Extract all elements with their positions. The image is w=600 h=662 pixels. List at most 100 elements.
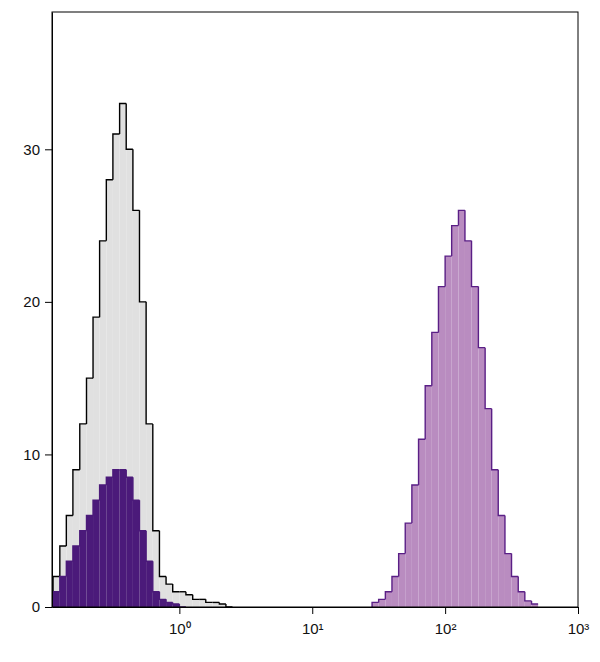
histogram-outline (93, 500, 100, 515)
histogram-bar (113, 134, 120, 607)
histogram-outline (193, 595, 199, 600)
histogram-bar (452, 226, 459, 607)
histogram-bar (179, 592, 186, 607)
histogram-bar (66, 561, 73, 607)
histogram-outline (525, 592, 532, 601)
histogram-bar (432, 332, 439, 607)
histogram-bar (512, 576, 519, 607)
histogram-bar (498, 515, 505, 607)
histogram-outline (173, 602, 180, 604)
histogram-outline (66, 561, 73, 576)
histogram-bar (445, 256, 452, 607)
histogram-bar (80, 424, 87, 607)
histogram-bar (73, 470, 80, 607)
plot-marks (53, 104, 538, 607)
x-axis-line (53, 607, 579, 608)
histogram-bar (146, 424, 153, 607)
y-tick: 30 (23, 141, 52, 158)
histogram-outline (498, 470, 505, 516)
histogram-bar (525, 601, 532, 607)
histogram-outline (199, 599, 206, 600)
histogram-bar (458, 210, 464, 607)
histogram-bar (60, 546, 66, 607)
x-tick-label: 10³ (568, 620, 590, 637)
histogram-bar (133, 210, 140, 607)
histogram-outline (159, 531, 166, 577)
histogram-bar (392, 576, 399, 607)
histogram-outline (213, 602, 220, 603)
y-tick-label: 20 (23, 293, 40, 310)
histogram-outline (139, 210, 146, 302)
histogram-outline (106, 477, 113, 485)
chart: 10⁰10¹10²10³0102030 (0, 0, 600, 662)
histogram-bar (166, 584, 173, 607)
histogram-bar (106, 180, 113, 607)
histogram-bar (186, 595, 193, 607)
histogram-bar (113, 470, 120, 607)
histogram-outline (478, 287, 485, 348)
histogram-outline (146, 302, 153, 424)
histogram-bar (405, 523, 412, 607)
histogram-bar (126, 149, 133, 607)
histogram-outline (492, 409, 499, 470)
histogram-outline (80, 424, 87, 470)
histogram-outline (173, 584, 180, 592)
x-tick: 10¹ (302, 607, 324, 637)
histogram-outline (100, 485, 107, 500)
histogram-bar (385, 592, 392, 607)
histogram-outline (133, 477, 140, 500)
histogram-outline (60, 576, 66, 591)
histogram-outline (445, 256, 452, 287)
histogram-bar (153, 531, 160, 607)
histogram-bar (485, 409, 492, 607)
histogram-outline (532, 601, 539, 604)
y-tick-mark (45, 454, 52, 455)
histogram-outline (419, 439, 426, 485)
histogram-outline (485, 348, 492, 409)
histogram-bar (139, 531, 146, 607)
histogram-bar (93, 317, 100, 607)
y-tick: 20 (23, 293, 52, 310)
histogram-outline (93, 317, 100, 378)
y-tick-label: 0 (32, 598, 40, 615)
y-axis: 0 10 20 30 (23, 13, 52, 616)
histogram-bar (199, 599, 206, 607)
histogram-outline (159, 592, 166, 600)
histogram-bar (93, 500, 100, 607)
histogram-bar (193, 599, 199, 607)
histogram-outline (113, 134, 120, 180)
histogram-outline (133, 149, 140, 210)
histogram-outline (166, 576, 173, 584)
histogram-outline (146, 531, 153, 562)
histogram-bar (492, 470, 499, 607)
x-tick-label: 10¹ (302, 620, 324, 637)
histogram-outline (73, 546, 80, 561)
y-tick: 0 (32, 598, 52, 615)
histogram-outline (66, 515, 73, 546)
histogram-bar (412, 485, 419, 607)
histogram-bar (153, 592, 160, 607)
y-tick-label: 10 (23, 446, 40, 463)
histogram-outline (518, 576, 525, 591)
x-tick-mark (179, 607, 180, 614)
x-tick: 10³ (568, 607, 590, 637)
histogram-outline (60, 546, 66, 577)
histogram-series (53, 470, 186, 607)
x-tick-mark (445, 607, 446, 614)
histogram-outline (512, 554, 519, 577)
y-axis-line (52, 13, 53, 608)
histogram-bar (60, 576, 66, 607)
histogram-bar (100, 485, 107, 607)
histogram-outline (100, 241, 107, 317)
histogram-outline (153, 561, 160, 592)
histogram-outline (472, 241, 479, 287)
histogram-outline (80, 531, 87, 546)
histogram-outline (412, 485, 419, 523)
histogram-bar (100, 241, 107, 607)
histogram-bar (379, 599, 386, 607)
histogram-bar (86, 515, 93, 607)
y-tick: 10 (23, 446, 52, 463)
histogram-bar (146, 561, 153, 607)
histogram-outline (120, 104, 127, 135)
histogram-outline (126, 104, 133, 150)
